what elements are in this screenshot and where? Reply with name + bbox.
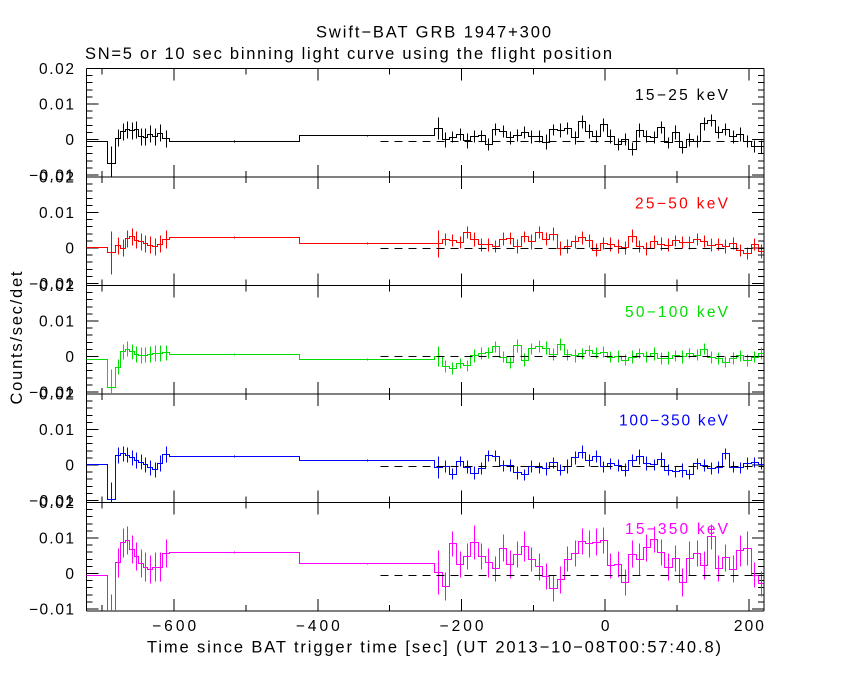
svg-text:50−100 keV: 50−100 keV <box>625 304 729 321</box>
svg-text:−0.01: −0.01 <box>29 385 74 402</box>
svg-text:Swift−BAT GRB 1947+300: Swift−BAT GRB 1947+300 <box>316 24 551 42</box>
svg-text:0.01: 0.01 <box>39 205 74 222</box>
svg-text:−0.01: −0.01 <box>29 493 74 510</box>
svg-text:−0.01: −0.01 <box>29 276 74 293</box>
svg-text:0.01: 0.01 <box>39 97 74 114</box>
svg-text:−0.01: −0.01 <box>29 602 74 619</box>
svg-text:0.01: 0.01 <box>39 422 74 439</box>
svg-text:0.02: 0.02 <box>39 61 74 78</box>
svg-text:Time since BAT trigger time [s: Time since BAT trigger time [sec] (UT 20… <box>147 639 721 657</box>
svg-text:0: 0 <box>65 241 74 258</box>
svg-text:0: 0 <box>601 618 610 635</box>
svg-text:0.02: 0.02 <box>39 170 74 187</box>
svg-text:0.01: 0.01 <box>39 314 74 331</box>
svg-text:0: 0 <box>65 132 74 149</box>
svg-text:0: 0 <box>65 458 74 475</box>
svg-text:−0.01: −0.01 <box>29 168 74 185</box>
svg-text:200: 200 <box>734 618 764 635</box>
svg-text:25−50 keV: 25−50 keV <box>635 196 729 213</box>
svg-text:0: 0 <box>65 566 74 583</box>
svg-text:Counts/sec/det: Counts/sec/det <box>8 271 26 404</box>
svg-text:100−350 keV: 100−350 keV <box>619 413 729 430</box>
svg-text:15−25 keV: 15−25 keV <box>635 87 729 104</box>
svg-text:0.02: 0.02 <box>39 387 74 404</box>
svg-text:0.01: 0.01 <box>39 531 74 548</box>
svg-text:15−350 keV: 15−350 keV <box>625 521 729 538</box>
svg-text:0: 0 <box>65 349 74 366</box>
svg-text:0.02: 0.02 <box>39 278 74 295</box>
svg-text:0.02: 0.02 <box>39 495 74 512</box>
svg-text:SN=5 or 10 sec binning light c: SN=5 or 10 sec binning light curve using… <box>85 45 612 63</box>
